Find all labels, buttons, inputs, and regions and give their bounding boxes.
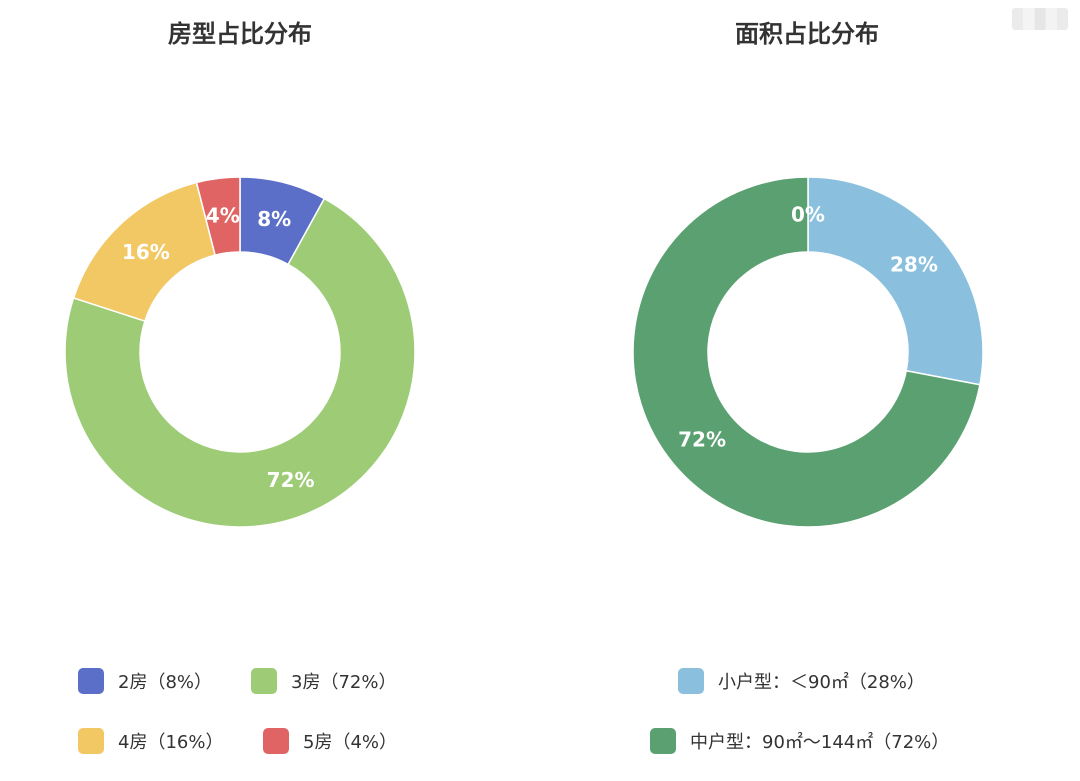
legend-swatch [263, 728, 289, 754]
legend-item-3room[interactable]: 3房（72%） [251, 668, 396, 694]
slice-label: 0% [791, 203, 825, 227]
legend-label: 3房（72%） [291, 672, 397, 693]
slice-label: 8% [257, 207, 291, 231]
donut-slice[interactable] [807, 176, 984, 386]
donut-slice[interactable] [64, 197, 416, 528]
donut-slice[interactable] [195, 176, 241, 257]
legend-label: 中户型：90㎡～144㎡（72%） [690, 732, 950, 753]
chart-title: 面积占比分布 [735, 20, 879, 48]
legend-label: 小户型：＜90㎡（28%） [718, 672, 925, 693]
legend-swatch [650, 728, 676, 754]
legend-item-small[interactable]: 小户型：＜90㎡（28%） [678, 668, 925, 694]
donut-slice[interactable] [632, 176, 981, 528]
slice-label: 28% [890, 252, 938, 276]
legend-label: 2房（8%） [118, 672, 213, 693]
room-type-donut: 8% 72% 16% 4% [64, 176, 416, 528]
legend-swatch [251, 668, 277, 694]
slice-label: 72% [267, 468, 315, 492]
legend-label: 5房（4%） [303, 732, 398, 753]
legend-swatch [678, 668, 704, 694]
legend-item-2room[interactable]: 2房（8%） [78, 668, 212, 694]
slice-label: 4% [206, 204, 240, 228]
room-type-chart: 房型占比分布 8% 72% 16% 4% 2房（8%） 3房（72%） 4房（16%）… [64, 20, 416, 754]
area-chart: 面积占比分布 28% 72% 0% 小户型：＜90㎡（28%） 中户型：90㎡～14… [540, 0, 1080, 781]
chart-title: 房型占比分布 [168, 20, 312, 48]
legend-item-5room[interactable]: 5房（4%） [263, 728, 397, 754]
slice-label: 72% [678, 428, 726, 452]
legend-swatch [78, 668, 104, 694]
slice-label: 16% [122, 240, 170, 264]
legend-swatch [78, 728, 104, 754]
legend-item-medium[interactable]: 中户型：90㎡～144㎡（72%） [650, 728, 949, 754]
watermark [1012, 8, 1068, 30]
legend-label: 4房（16%） [118, 732, 224, 753]
area-donut: 28% 72% 0% [632, 176, 984, 528]
legend-item-4room[interactable]: 4房（16%） [78, 728, 223, 754]
